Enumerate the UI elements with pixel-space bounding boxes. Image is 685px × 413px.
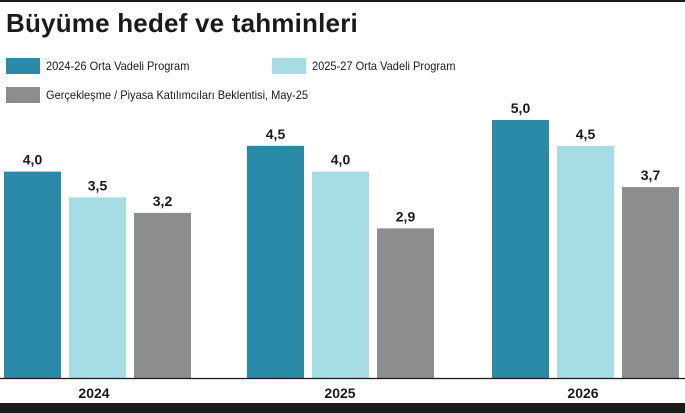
legend-item-series-2: 2025-27 Orta Vadeli Program [272, 58, 532, 74]
legend-item-series-1: 2024-26 Orta Vadeli Program [6, 58, 266, 74]
bar-2026-series-2 [557, 145, 614, 378]
legend-swatch-series-3 [6, 87, 40, 103]
legend-item-series-3: Gerçekleşme / Piyasa Katılımcıları Bekle… [6, 87, 426, 103]
legend-swatch-series-2 [272, 58, 306, 74]
data-label-2024-series-2: 3,5 [88, 177, 108, 193]
data-label-2025-series-2: 4,0 [331, 152, 351, 168]
top-rule [0, 0, 685, 2]
bottom-bar [0, 403, 685, 413]
data-label-2025-series-1: 4,5 [266, 126, 286, 142]
bar-2026-series-1 [492, 120, 549, 378]
data-label-2026-series-3: 3,7 [641, 167, 661, 183]
x-tick-label-2026: 2026 [567, 385, 598, 401]
bar-2026-series-3 [622, 187, 679, 378]
chart-title: Büyüme hedef ve tahminleri [6, 8, 358, 38]
legend-label-series-1: 2024-26 Orta Vadeli Program [46, 59, 190, 73]
data-label-2024-series-3: 3,2 [153, 193, 173, 209]
bar-2024-series-1 [4, 171, 61, 378]
legend-label-series-2: 2025-27 Orta Vadeli Program [312, 59, 456, 73]
data-label-2026-series-2: 4,5 [576, 126, 596, 142]
bar-2025-series-2 [312, 171, 369, 378]
data-label-2025-series-3: 2,9 [396, 208, 416, 224]
data-label-2026-series-1: 5,0 [511, 100, 531, 116]
bar-2025-series-1 [247, 145, 304, 378]
bar-2025-series-3 [377, 228, 434, 378]
bar-2024-series-2 [69, 197, 126, 378]
legend-label-series-3: Gerçekleşme / Piyasa Katılımcıları Bekle… [46, 88, 308, 102]
bar-2024-series-3 [134, 212, 191, 378]
x-tick-label-2025: 2025 [324, 385, 355, 401]
legend-swatch-series-1 [6, 58, 40, 74]
data-label-2024-series-1: 4,0 [23, 152, 43, 168]
x-tick-label-2024: 2024 [78, 385, 109, 401]
